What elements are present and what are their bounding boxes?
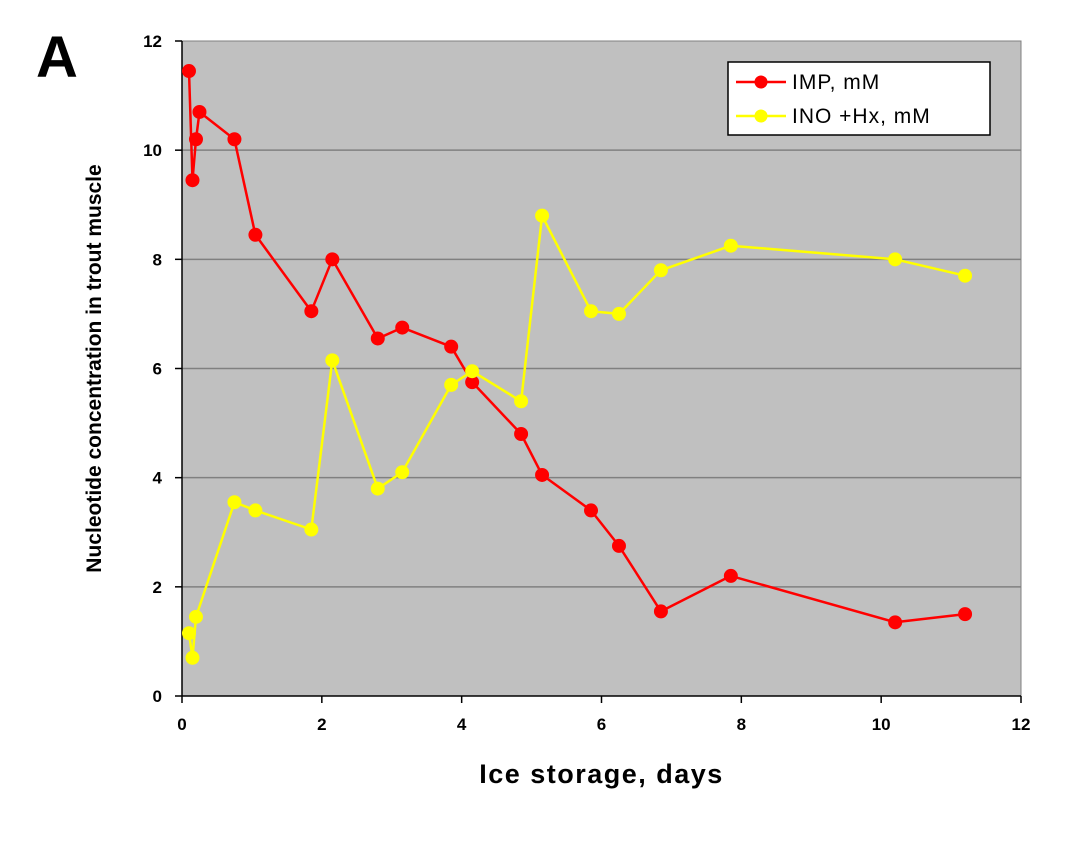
data-point <box>395 320 410 335</box>
y-tick-label: 8 <box>153 250 162 269</box>
data-point <box>227 132 242 147</box>
data-point <box>888 252 903 267</box>
x-tick-label: 6 <box>597 715 606 734</box>
y-tick-label: 2 <box>153 578 162 597</box>
legend-box <box>727 61 991 136</box>
data-point <box>185 650 200 665</box>
y-tick-label: 0 <box>153 687 162 706</box>
data-point <box>248 227 263 242</box>
y-tick-label: 4 <box>153 469 163 488</box>
y-tick-label: 12 <box>143 32 162 51</box>
data-point <box>465 364 480 379</box>
y-tick-label: 6 <box>153 360 162 379</box>
x-tick-label: 12 <box>1012 715 1031 734</box>
data-point <box>370 331 385 346</box>
legend: IMP, mM INO +Hx, mM <box>727 61 991 136</box>
data-point <box>723 568 738 583</box>
data-point <box>188 609 203 624</box>
data-point <box>584 503 599 518</box>
axes: 0 2 4 6 8 10 12 0 2 4 6 8 10 12 <box>143 32 1030 734</box>
data-point <box>248 503 263 518</box>
series-layer <box>181 64 973 665</box>
data-point <box>653 263 668 278</box>
data-point <box>304 522 319 537</box>
data-point <box>611 306 626 321</box>
data-point <box>227 495 242 510</box>
data-point <box>958 268 973 283</box>
legend-swatch-marker <box>754 75 768 89</box>
data-point <box>958 607 973 622</box>
data-point <box>514 427 529 441</box>
data-point <box>444 377 459 392</box>
data-point <box>584 304 599 319</box>
x-tick-label: 8 <box>737 715 746 734</box>
data-point <box>535 208 550 223</box>
data-point <box>325 252 340 267</box>
y-tick-label: 10 <box>143 141 162 160</box>
legend-entry: INO +Hx, mM <box>792 105 931 128</box>
y-axis-label: Nucleotide concentration in trout muscle <box>83 164 106 572</box>
data-point <box>304 304 319 319</box>
data-point <box>514 394 529 409</box>
data-point <box>181 626 196 641</box>
data-point <box>325 353 340 368</box>
x-tick-label: 0 <box>177 715 186 734</box>
data-point <box>444 339 459 354</box>
data-point <box>888 615 903 630</box>
data-point <box>611 538 626 553</box>
data-point <box>723 238 738 253</box>
data-point <box>192 104 207 119</box>
x-tick-label: 10 <box>872 715 891 734</box>
data-point <box>535 467 550 482</box>
legend-entry: IMP, mM <box>792 71 880 94</box>
data-point <box>185 173 200 188</box>
legend-swatch-marker <box>754 109 768 123</box>
series-line-1 <box>187 70 966 624</box>
x-tick-label: 4 <box>457 715 467 734</box>
data-point <box>653 604 668 619</box>
x-tick-label: 2 <box>317 715 326 734</box>
panel-label: A <box>36 25 78 90</box>
data-point <box>395 465 410 480</box>
data-point <box>188 132 203 147</box>
data-point <box>181 64 196 79</box>
x-axis-label: Ice storage, days <box>479 759 724 789</box>
data-point <box>370 481 385 496</box>
